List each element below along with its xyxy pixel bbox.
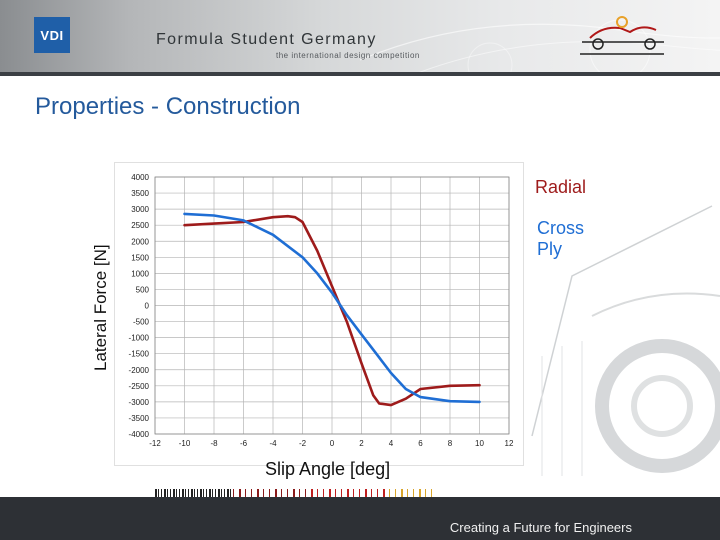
x-tick-label: -4 xyxy=(269,439,277,448)
y-tick-label: 500 xyxy=(136,285,150,294)
y-tick-label: 1500 xyxy=(131,253,149,262)
chart-grid xyxy=(154,176,510,435)
x-tick-label: 12 xyxy=(505,439,514,448)
x-tick-label: -10 xyxy=(179,439,191,448)
series-line-cross-ply xyxy=(183,212,481,404)
x-tick-label: 8 xyxy=(448,439,453,448)
y-tick-label: 3500 xyxy=(131,189,149,198)
x-tick-label: -6 xyxy=(240,439,248,448)
y-axis-title-holder: Lateral Force [N] xyxy=(91,244,110,371)
footer-barcode-decoration xyxy=(155,489,432,503)
y-tick-label: -1500 xyxy=(129,350,150,359)
lateral-force-chart: 40003500300025002000150010005000-500-100… xyxy=(129,173,514,448)
y-tick-label: -2500 xyxy=(129,382,150,391)
x-tick-label: 4 xyxy=(389,439,394,448)
legend-cross-ply: Cross Ply xyxy=(537,218,585,259)
y-tick-label: -3000 xyxy=(129,398,150,407)
y-tick-label: -500 xyxy=(133,318,150,327)
header-banner xyxy=(0,0,720,72)
y-tick-label: -3500 xyxy=(129,414,150,423)
organization-name: Formula Student Germany xyxy=(156,31,377,48)
footer-bar xyxy=(0,497,720,540)
x-tick-label: -12 xyxy=(149,439,161,448)
y-axis-ticks: 4000 3500 3000 2500 2000 1500 1000 500 0 -500 -100… xyxy=(129,173,150,439)
organization-tagline: the international design competition xyxy=(276,51,420,60)
chart-panel: 4000 3500 3000 2500 2000 1500 1000 500 0 -500 -100… xyxy=(114,162,586,466)
plot-frame xyxy=(154,176,510,435)
y-tick-label: 2000 xyxy=(131,237,149,246)
y-tick-label: 0 xyxy=(145,302,150,311)
y-axis-title: Lateral Force [N] xyxy=(91,244,110,371)
x-tick-label: -8 xyxy=(210,439,218,448)
y-tick-label: 2500 xyxy=(131,221,149,230)
y-tick-label: 1000 xyxy=(131,269,149,278)
x-tick-label: 6 xyxy=(418,439,423,448)
background-car-sketch xyxy=(531,205,720,476)
x-tick-label: 2 xyxy=(359,439,364,448)
legend-radial: Radial xyxy=(535,177,587,197)
x-axis-title: Slip Angle [deg] xyxy=(265,459,391,479)
race-car-graphic xyxy=(360,19,720,72)
y-tick-label: 4000 xyxy=(131,173,149,182)
vdi-logo: VDI xyxy=(34,17,70,53)
header-divider xyxy=(0,72,720,76)
footer-slogan: Creating a Future for Engineers xyxy=(449,520,632,535)
y-tick-label: -1000 xyxy=(129,334,150,343)
x-axis-ticks: -12 -10 -8 -6 -4 -2 0 2 4 6 8 10 12 xyxy=(149,439,514,448)
x-tick-label: -2 xyxy=(299,439,307,448)
chart-series xyxy=(183,212,481,407)
y-tick-label: 3000 xyxy=(131,205,149,214)
y-tick-label: -2000 xyxy=(129,366,150,375)
formula-student-logo xyxy=(580,16,664,55)
slide-title: Properties - Construction xyxy=(35,93,301,120)
y-tick-label: -4000 xyxy=(129,430,150,439)
x-tick-label: 0 xyxy=(330,439,335,448)
x-tick-label: 10 xyxy=(475,439,484,448)
